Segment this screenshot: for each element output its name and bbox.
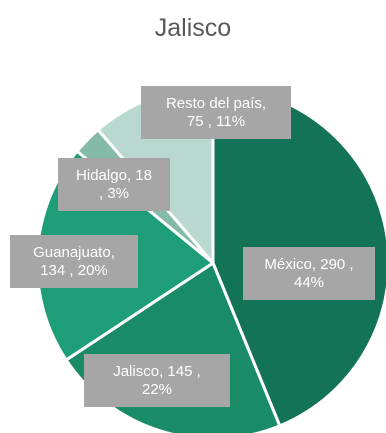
data-label-text: Hidalgo, 18 bbox=[76, 167, 152, 184]
data-label-resto-del-pais: Resto del país,75 , 11% bbox=[141, 86, 291, 139]
data-label-guanajuato: Guanajuato,134 , 20% bbox=[10, 235, 138, 288]
data-label-text: 44% bbox=[294, 274, 324, 291]
data-label-text: México, 290 , bbox=[264, 256, 353, 273]
data-label-box bbox=[10, 235, 138, 288]
data-label-text: , 3% bbox=[99, 185, 129, 202]
data-label-jalisco: Jalisco, 145 ,22% bbox=[84, 354, 230, 407]
data-label-text: 75 , 11% bbox=[187, 113, 245, 130]
data-label-box bbox=[141, 86, 291, 139]
chart-title: Jalisco bbox=[154, 14, 232, 42]
data-label-text: Jalisco, 145 , bbox=[113, 363, 201, 380]
data-label-box bbox=[84, 354, 230, 407]
data-label-box bbox=[58, 158, 170, 211]
data-label-text: Guanajuato, bbox=[33, 244, 115, 261]
data-label-hidalgo: Hidalgo, 18, 3% bbox=[58, 158, 170, 211]
data-label-mexico: México, 290 ,44% bbox=[243, 247, 375, 300]
data-label-box bbox=[243, 247, 375, 300]
data-label-text: Resto del país, bbox=[166, 95, 266, 112]
data-label-text: 134 , 20% bbox=[40, 262, 108, 279]
data-label-text: 22% bbox=[142, 381, 172, 398]
